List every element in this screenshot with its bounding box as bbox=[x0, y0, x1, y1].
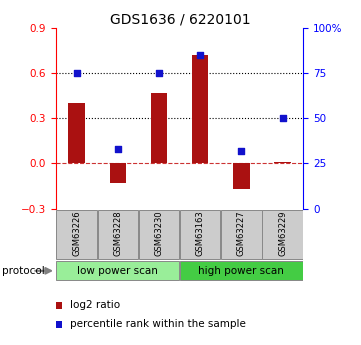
Bar bbox=[262, 210, 303, 259]
Bar bbox=[180, 210, 221, 259]
Text: high power scan: high power scan bbox=[199, 266, 284, 276]
Point bbox=[74, 70, 79, 76]
Text: GSM63229: GSM63229 bbox=[278, 211, 287, 256]
Text: GSM63227: GSM63227 bbox=[237, 211, 246, 256]
Bar bbox=[56, 210, 97, 259]
Text: GSM63230: GSM63230 bbox=[155, 211, 164, 256]
Bar bbox=[68, 103, 85, 164]
Bar bbox=[274, 162, 291, 164]
Text: GSM63226: GSM63226 bbox=[72, 211, 81, 256]
Bar bbox=[139, 210, 179, 259]
Text: GSM63163: GSM63163 bbox=[196, 211, 205, 256]
Point bbox=[239, 148, 244, 154]
Point bbox=[280, 115, 286, 121]
Text: GDS1636 / 6220101: GDS1636 / 6220101 bbox=[110, 12, 251, 26]
Bar bbox=[233, 164, 250, 189]
Text: low power scan: low power scan bbox=[77, 266, 158, 276]
Text: percentile rank within the sample: percentile rank within the sample bbox=[70, 319, 246, 329]
Bar bbox=[151, 92, 167, 164]
Text: protocol: protocol bbox=[2, 266, 44, 276]
Bar bbox=[192, 55, 208, 164]
Point bbox=[156, 70, 162, 76]
Point bbox=[115, 146, 121, 152]
Bar bbox=[221, 210, 262, 259]
Bar bbox=[97, 210, 138, 259]
Bar bbox=[180, 261, 303, 280]
Text: log2 ratio: log2 ratio bbox=[70, 300, 121, 310]
Text: GSM63228: GSM63228 bbox=[113, 211, 122, 256]
Bar bbox=[109, 164, 126, 183]
Point bbox=[197, 52, 203, 58]
Bar bbox=[56, 261, 179, 280]
